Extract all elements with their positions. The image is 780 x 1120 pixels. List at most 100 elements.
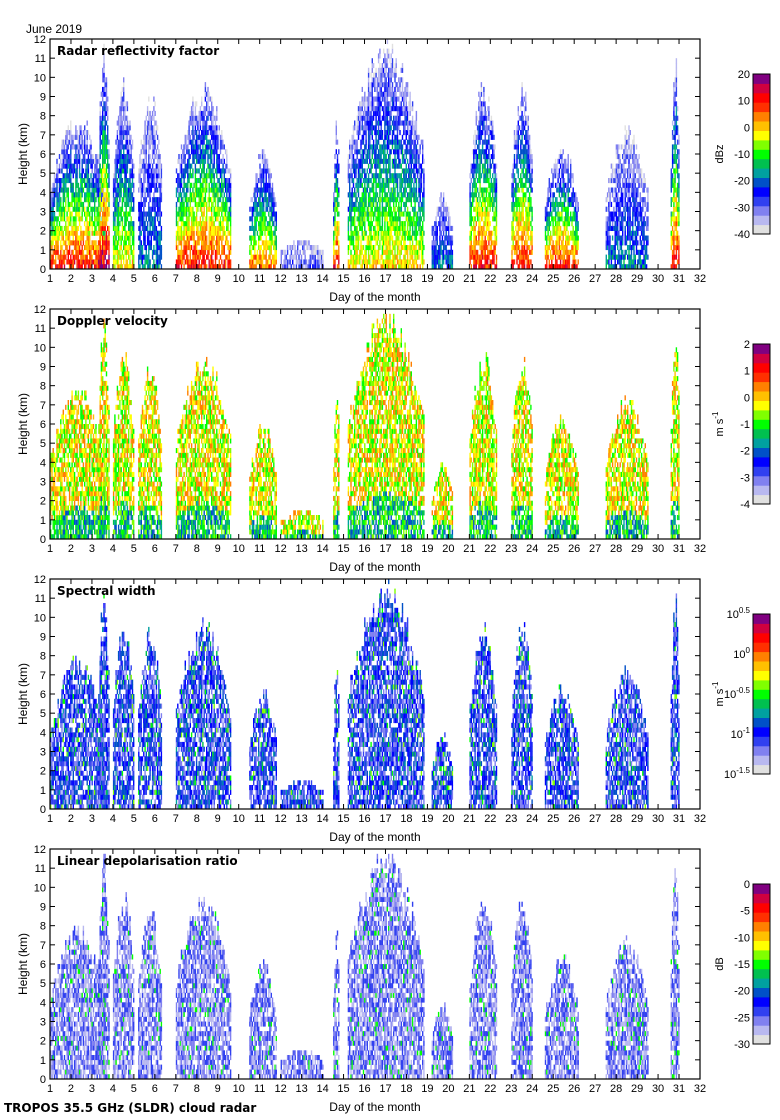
heatmap-cell (359, 115, 361, 121)
heatmap-cell (51, 197, 53, 203)
heatmap-cell (72, 134, 74, 140)
heatmap-cell (57, 245, 59, 251)
heatmap-cell (179, 163, 181, 169)
heatmap-cell (386, 197, 389, 203)
heatmap-cell (352, 158, 355, 164)
heatmap-cell (229, 245, 232, 251)
heatmap-cell (103, 67, 105, 73)
heatmap-cell (404, 264, 406, 270)
heatmap-cell (198, 264, 200, 270)
heatmap-cell (52, 182, 54, 188)
heatmap-cell (123, 163, 125, 169)
heatmap-cell (219, 187, 222, 193)
heatmap-cell (354, 211, 356, 217)
heatmap-cell (99, 163, 101, 169)
heatmap-cell (359, 211, 361, 217)
heatmap-cell (192, 211, 194, 217)
heatmap-cell (333, 245, 335, 251)
heatmap-cell (367, 91, 370, 97)
heatmap-cell (409, 120, 411, 126)
heatmap-cell (117, 264, 120, 270)
heatmap-cell (411, 178, 414, 184)
heatmap-cell (269, 221, 271, 227)
heatmap-cell (140, 178, 142, 184)
heatmap-cell (120, 187, 122, 193)
heatmap-cell (352, 163, 355, 169)
heatmap-cell (361, 235, 363, 241)
heatmap-cell (206, 139, 208, 145)
heatmap-cell (396, 106, 399, 112)
heatmap-cell (97, 245, 100, 251)
heatmap-cell (211, 120, 213, 126)
heatmap-cell (80, 178, 82, 184)
heatmap-cell (383, 115, 385, 121)
heatmap-cell (62, 206, 64, 212)
heatmap-cell (100, 197, 102, 203)
heatmap-cell (103, 115, 105, 121)
heatmap-cell (125, 178, 127, 184)
heatmap-cell (130, 158, 132, 164)
heatmap-cell (208, 235, 210, 241)
heatmap-cell (399, 197, 401, 203)
heatmap-cell (377, 211, 380, 217)
heatmap-cell (403, 187, 405, 193)
heatmap-cell (99, 154, 101, 160)
heatmap-cell (381, 187, 384, 193)
heatmap-cell (116, 192, 119, 198)
heatmap-cell (280, 259, 282, 265)
heatmap-cell (403, 110, 405, 116)
heatmap-cell (128, 154, 130, 160)
heatmap-cell (286, 249, 289, 255)
heatmap-cell (153, 259, 155, 265)
heatmap-cell (179, 192, 181, 198)
heatmap-cell (114, 249, 116, 255)
heatmap-cell (75, 173, 77, 179)
heatmap-cell (359, 197, 361, 203)
heatmap-cell (114, 245, 116, 251)
heatmap-cell (403, 173, 405, 179)
heatmap-cell (77, 211, 80, 217)
heatmap-cell (189, 225, 191, 231)
heatmap-cell (89, 235, 91, 241)
heatmap-cell (405, 106, 407, 112)
heatmap-cell (395, 225, 397, 231)
heatmap-cell (388, 225, 390, 231)
heatmap-cell (409, 173, 411, 179)
heatmap-cell (271, 254, 274, 260)
heatmap-cell (400, 110, 402, 116)
heatmap-cell (192, 130, 194, 136)
heatmap-cell (121, 230, 124, 236)
heatmap-cell (75, 144, 77, 150)
heatmap-cell (350, 249, 352, 255)
heatmap-cell (116, 120, 119, 126)
heatmap-cell (194, 106, 197, 112)
heatmap-cell (156, 125, 159, 131)
heatmap-cell (105, 187, 108, 193)
heatmap-cell (145, 125, 147, 131)
heatmap-cell (374, 86, 376, 92)
heatmap-cell (390, 178, 392, 184)
heatmap-cell (253, 192, 255, 198)
heatmap-cell (219, 264, 222, 270)
heatmap-cell (352, 192, 355, 198)
heatmap-cell (187, 134, 189, 140)
heatmap-cell (399, 130, 401, 136)
heatmap-cell (216, 144, 218, 150)
heatmap-cell (369, 101, 371, 107)
heatmap-cell (89, 259, 91, 265)
heatmap-cell (351, 264, 353, 270)
heatmap-cell (128, 192, 130, 198)
heatmap-cell (314, 249, 316, 255)
heatmap-cell (386, 101, 389, 107)
heatmap-cell (99, 125, 101, 131)
heatmap-cell (112, 187, 115, 193)
heatmap-cell (71, 201, 73, 207)
heatmap-cell (370, 144, 372, 150)
heatmap-cell (87, 206, 90, 212)
heatmap-cell (149, 216, 151, 222)
heatmap-cell (390, 249, 392, 255)
heatmap-cell (367, 178, 370, 184)
heatmap-cell (73, 240, 76, 246)
heatmap-cell (391, 225, 394, 231)
heatmap-cell (68, 178, 71, 184)
